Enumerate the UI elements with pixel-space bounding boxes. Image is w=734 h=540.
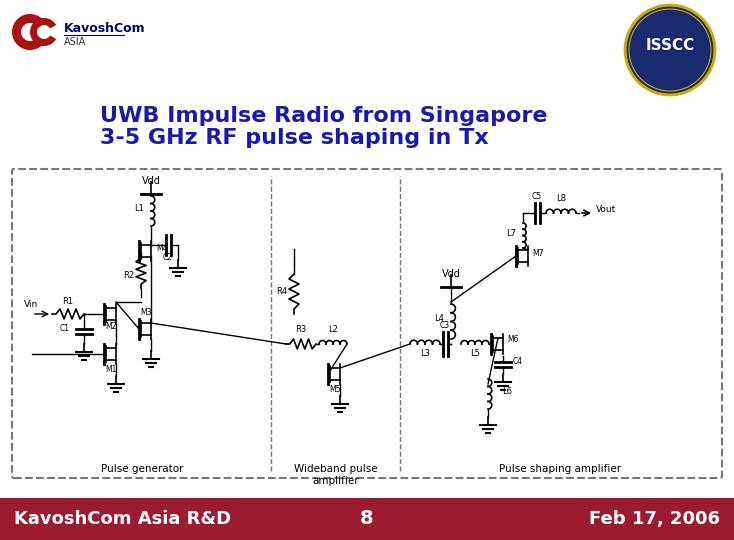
Text: M6: M6 bbox=[507, 335, 518, 344]
Text: M5: M5 bbox=[330, 385, 341, 394]
Wedge shape bbox=[30, 18, 56, 46]
Text: Vdd: Vdd bbox=[142, 176, 161, 186]
Text: L8: L8 bbox=[556, 194, 566, 203]
Text: Vout: Vout bbox=[596, 206, 617, 214]
Text: Feb 17, 2006: Feb 17, 2006 bbox=[589, 510, 720, 528]
Wedge shape bbox=[12, 14, 46, 50]
Text: L7: L7 bbox=[506, 229, 516, 238]
Text: 3-5 GHz RF pulse shaping in Tx: 3-5 GHz RF pulse shaping in Tx bbox=[100, 128, 489, 148]
Text: R4: R4 bbox=[277, 287, 288, 296]
Bar bbox=[0, 498, 734, 540]
Text: ISSCC: ISSCC bbox=[645, 38, 694, 53]
Text: L1: L1 bbox=[134, 204, 144, 213]
Text: R2: R2 bbox=[123, 271, 134, 280]
Text: M1: M1 bbox=[105, 365, 117, 374]
Text: ASIA: ASIA bbox=[64, 37, 87, 47]
Text: 8: 8 bbox=[360, 510, 374, 529]
Text: C1: C1 bbox=[60, 324, 70, 333]
Text: M3: M3 bbox=[140, 308, 152, 317]
Text: Pulse generator: Pulse generator bbox=[101, 464, 184, 474]
Text: L2: L2 bbox=[328, 325, 338, 334]
Text: M7: M7 bbox=[532, 249, 543, 258]
Text: L4: L4 bbox=[434, 314, 444, 323]
Text: R3: R3 bbox=[295, 325, 307, 334]
Text: M4: M4 bbox=[156, 244, 167, 253]
Circle shape bbox=[625, 5, 715, 95]
Text: L3: L3 bbox=[420, 349, 430, 358]
Text: Wideband pulse
amplifier: Wideband pulse amplifier bbox=[294, 464, 377, 485]
Text: UWB Impulse Radio from Singapore: UWB Impulse Radio from Singapore bbox=[100, 106, 548, 126]
Text: C5: C5 bbox=[532, 192, 542, 201]
Text: KavoshCom: KavoshCom bbox=[64, 22, 145, 35]
Text: R1: R1 bbox=[62, 297, 73, 306]
Text: C2: C2 bbox=[163, 253, 173, 262]
Text: C3: C3 bbox=[440, 321, 450, 330]
Text: C4: C4 bbox=[513, 357, 523, 366]
Text: M2: M2 bbox=[105, 322, 117, 331]
Text: Pulse shaping amplifier: Pulse shaping amplifier bbox=[499, 464, 621, 474]
Text: KavoshCom Asia R&D: KavoshCom Asia R&D bbox=[14, 510, 231, 528]
Text: Vin: Vin bbox=[24, 300, 38, 309]
Text: Vdd: Vdd bbox=[442, 269, 460, 279]
Text: L6: L6 bbox=[502, 387, 512, 396]
Text: L5: L5 bbox=[470, 349, 480, 358]
FancyBboxPatch shape bbox=[12, 169, 722, 478]
